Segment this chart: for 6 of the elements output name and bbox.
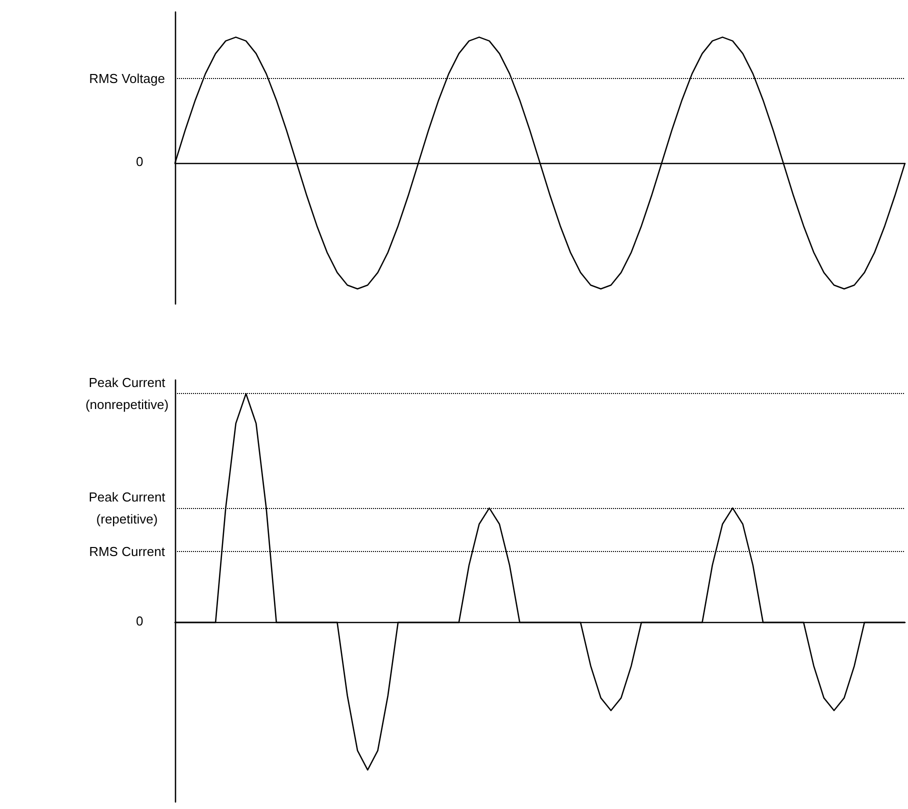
ref-line-label: RMS Voltage [89,71,165,86]
ref-line-label: Peak Current (nonrepetitive) [85,375,169,412]
text: 0 [136,613,144,628]
text: 0 [136,154,144,170]
ref-line-label: Peak Current (repetitive) [88,490,166,527]
ref-line-label: RMS Current [89,544,166,560]
